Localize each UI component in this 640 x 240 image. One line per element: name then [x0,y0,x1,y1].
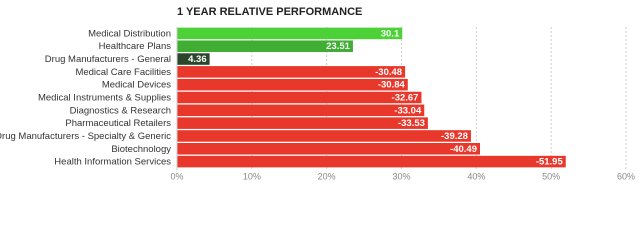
bar [177,91,422,104]
y-tick-label: Medical Devices [102,80,171,91]
x-tick-label: 60% [617,171,635,181]
value-label: -40.49 [450,144,477,155]
x-tick-label: 0% [170,171,183,181]
bar [177,130,471,142]
y-tick-label: Healthcare Plans [99,41,172,52]
value-label: -39.28 [441,131,468,142]
chart: 1 YEAR RELATIVE PERFORMANCE 0% 10% 20% 30% 4… [0,6,635,181]
bar [177,143,481,155]
value-label: -30.48 [375,67,402,78]
value-label: 23.51 [326,41,350,52]
bar [177,78,408,91]
bar [177,155,566,168]
y-tick-label: Diagnostics & Research [70,105,171,116]
bar [177,66,406,78]
x-tick-label: 30% [392,171,410,181]
bar [177,40,353,52]
value-label: 4.36 [188,54,207,65]
y-tick-label: Biotechnology [111,144,171,155]
y-tick-label: Pharmaceutical Retailers [65,118,171,129]
y-tick-label: Medical Distribution [88,28,171,39]
value-label: -33.04 [394,105,422,116]
bar [177,117,428,129]
y-tick-label: Drug Manufacturers - Specialty & Generic [0,131,171,142]
value-label: 30.1 [381,28,400,39]
x-tick-label: 20% [318,171,336,181]
value-label: -30.84 [378,80,406,91]
bar [177,104,425,117]
bar [177,27,403,40]
x-tick-label: 40% [467,171,485,181]
y-tick-label: Medical Care Facilities [75,67,171,78]
y-tick-label: Health Information Services [54,157,171,168]
y-tick-label: Medical Instruments & Supplies [38,93,171,104]
y-tick-label: Drug Manufacturers - General [45,54,171,65]
value-label: -33.53 [398,118,425,129]
value-label: -51.95 [536,157,564,168]
chart-title: 1 YEAR RELATIVE PERFORMANCE [177,6,362,18]
bar [177,53,210,65]
value-label: -32.67 [392,93,419,104]
x-tick-label: 50% [542,171,560,181]
x-tick-label: 10% [243,171,261,181]
